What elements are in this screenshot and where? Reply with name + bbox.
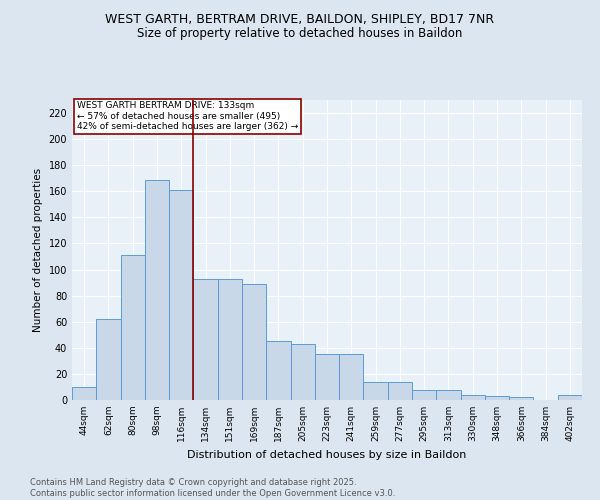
Bar bbox=[242, 284, 266, 400]
Bar bbox=[436, 390, 461, 400]
Bar bbox=[266, 342, 290, 400]
Y-axis label: Number of detached properties: Number of detached properties bbox=[33, 168, 43, 332]
Bar bbox=[388, 382, 412, 400]
Text: Size of property relative to detached houses in Baildon: Size of property relative to detached ho… bbox=[137, 28, 463, 40]
Bar bbox=[412, 390, 436, 400]
Bar bbox=[72, 387, 96, 400]
Text: Contains HM Land Registry data © Crown copyright and database right 2025.
Contai: Contains HM Land Registry data © Crown c… bbox=[30, 478, 395, 498]
Bar bbox=[145, 180, 169, 400]
X-axis label: Distribution of detached houses by size in Baildon: Distribution of detached houses by size … bbox=[187, 450, 467, 460]
Bar bbox=[558, 395, 582, 400]
Bar bbox=[339, 354, 364, 400]
Bar bbox=[193, 278, 218, 400]
Bar bbox=[218, 278, 242, 400]
Bar bbox=[121, 255, 145, 400]
Bar bbox=[96, 319, 121, 400]
Bar bbox=[290, 344, 315, 400]
Text: WEST GARTH, BERTRAM DRIVE, BAILDON, SHIPLEY, BD17 7NR: WEST GARTH, BERTRAM DRIVE, BAILDON, SHIP… bbox=[106, 12, 494, 26]
Bar bbox=[485, 396, 509, 400]
Text: WEST GARTH BERTRAM DRIVE: 133sqm
← 57% of detached houses are smaller (495)
42% : WEST GARTH BERTRAM DRIVE: 133sqm ← 57% o… bbox=[77, 102, 298, 132]
Bar bbox=[315, 354, 339, 400]
Bar bbox=[364, 382, 388, 400]
Bar bbox=[169, 190, 193, 400]
Bar bbox=[461, 395, 485, 400]
Bar bbox=[509, 398, 533, 400]
